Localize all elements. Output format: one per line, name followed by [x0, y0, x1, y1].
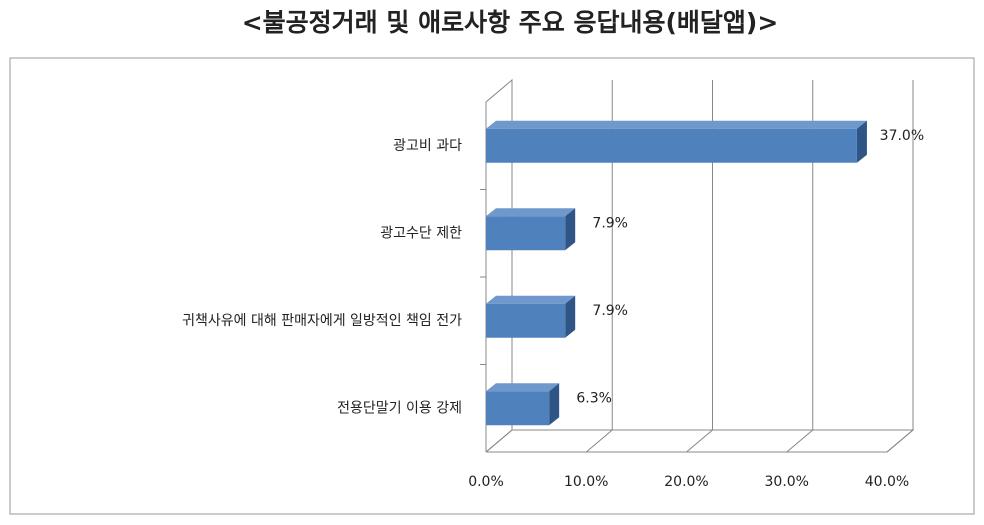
bar-face: [486, 383, 560, 392]
bar-face: [486, 303, 566, 338]
bar: [486, 208, 576, 251]
value-label: 7.9%: [592, 215, 628, 231]
grid-line: [786, 80, 814, 453]
bar: [486, 295, 576, 338]
bar: [486, 120, 867, 163]
x-tick-label: 20.0%: [664, 474, 708, 490]
x-tick-label: 10.0%: [564, 474, 608, 490]
bar-face: [565, 295, 576, 338]
bar-face: [486, 391, 550, 426]
chart-title: <불공정거래 및 애로사항 주요 응답내용(배달앱)>: [242, 8, 779, 37]
grid-line: [485, 80, 513, 453]
grid-line: [886, 80, 914, 453]
y-tick-label: 전용단말기 이용 강제: [337, 400, 462, 416]
y-tick-label: 광고수단 제한: [380, 225, 462, 241]
bar-face: [486, 208, 576, 217]
bar-face: [486, 128, 857, 163]
x-tick-label: 40.0%: [865, 474, 909, 490]
bar-face: [486, 295, 576, 304]
value-label: 6.3%: [576, 390, 612, 406]
bar-face: [486, 120, 867, 129]
bar-face: [549, 383, 560, 426]
grid-line: [686, 80, 713, 453]
grid-line: [585, 80, 613, 453]
x-tick-label: 30.0%: [765, 474, 809, 490]
y-tick-label: 귀책사유에 대해 판매자에게 일방적인 책임 전가: [182, 313, 462, 329]
y-tick-label: 광고비 과다: [393, 138, 462, 154]
bar-face: [565, 208, 576, 251]
bar-face: [486, 216, 566, 251]
x-tick-label: 0.0%: [468, 474, 504, 490]
value-label: 37.0%: [880, 128, 924, 144]
value-label: 7.9%: [592, 303, 628, 319]
bar: [486, 383, 560, 426]
bar-face: [856, 120, 867, 163]
